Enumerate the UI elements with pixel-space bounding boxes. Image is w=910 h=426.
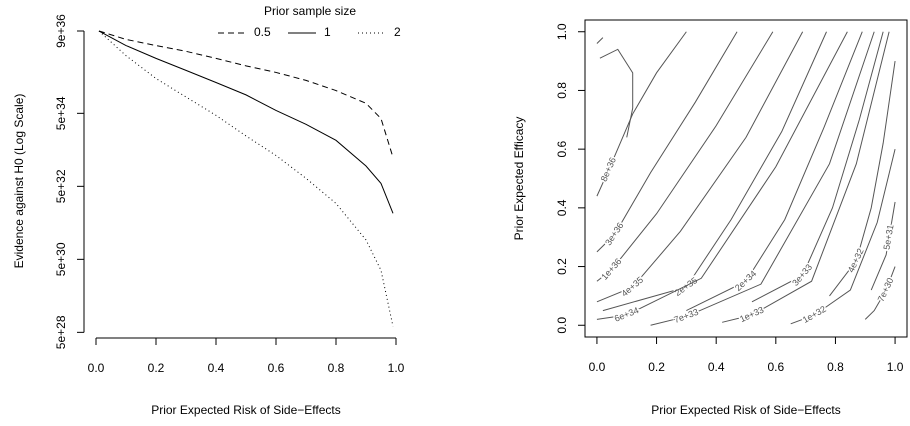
- y-tick-label: 0.4: [555, 199, 569, 216]
- x-tick-label: 0.2: [648, 360, 665, 374]
- legend-label: 0.5: [254, 25, 271, 39]
- contour-label: 1e+32: [801, 304, 828, 325]
- contour-label: 3e+33: [790, 262, 814, 288]
- contour-line: [596, 31, 687, 197]
- y-tick-label: 5e+28: [54, 315, 68, 349]
- x-tick-label: 0.8: [827, 360, 844, 374]
- contour-line: [599, 48, 634, 138]
- y-tick-label: 0.0: [555, 317, 569, 334]
- legend-label: 2: [394, 25, 401, 39]
- x-tick-label: 1.0: [887, 360, 904, 374]
- contour-label: 2e+35: [673, 275, 699, 298]
- x-tick-label: 0.6: [767, 360, 784, 374]
- x-tick-label: 0.8: [328, 361, 345, 375]
- contour-line: [596, 31, 774, 282]
- y-tick-label: 5e+30: [54, 242, 68, 276]
- series-line: [98, 30, 394, 214]
- x-axis-title: Prior Expected Risk of Side−Effects: [151, 403, 341, 417]
- y-tick-label: 0.6: [555, 140, 569, 157]
- contour-label: 8e+36: [599, 156, 618, 183]
- contour-line: [870, 201, 896, 291]
- contour-label: 5e+31: [881, 224, 895, 251]
- contour-line: [596, 31, 848, 320]
- y-axis-title: Evidence against H0 (Log Scale): [12, 94, 26, 269]
- contour-label: 1e+36: [599, 256, 623, 282]
- x-tick-label: 1.0: [388, 361, 405, 375]
- contour-line: [864, 266, 896, 320]
- contour-label: 4e+35: [619, 275, 645, 299]
- x-tick-label: 0.0: [589, 360, 606, 374]
- series-line: [98, 30, 394, 327]
- y-tick-label: 5e+32: [54, 169, 68, 203]
- legend-label: 1: [324, 25, 331, 39]
- contour-label: 7e+33: [673, 307, 700, 325]
- contour-line: [650, 31, 875, 326]
- contour-label: 7e+30: [876, 276, 896, 303]
- y-tick-label: 0.8: [555, 82, 569, 99]
- contour-label: 6e+34: [613, 305, 640, 324]
- contour-line: [722, 31, 890, 323]
- x-tick-label: 0.2: [148, 361, 165, 375]
- contour-label: 1e+33: [738, 305, 765, 325]
- contour-line: [751, 31, 884, 303]
- contour-label: 4e+32: [846, 247, 866, 274]
- contour-line: [686, 31, 863, 312]
- y-tick-label: 9e+36: [54, 14, 68, 48]
- contour-label: 3e+36: [603, 221, 625, 248]
- contour-line: [596, 37, 604, 44]
- y-tick-label: 0.2: [555, 258, 569, 275]
- contour-line: [596, 31, 738, 253]
- y-tick-label: 5e+34: [54, 96, 68, 130]
- y-tick-label: 1.0: [555, 23, 569, 40]
- x-tick-label: 0.4: [208, 361, 225, 375]
- x-tick-label: 0.4: [708, 360, 725, 374]
- x-tick-label: 0.0: [88, 361, 105, 375]
- contour-label: 2e+34: [733, 269, 758, 294]
- legend-title: Prior sample size: [264, 4, 356, 18]
- contour-line: [829, 61, 896, 297]
- series-line: [98, 30, 394, 158]
- y-axis-title: Prior Expected Efficacy: [512, 117, 526, 241]
- x-axis-title: Prior Expected Risk of Side−Effects: [651, 403, 841, 417]
- contour-line: [596, 31, 804, 303]
- contour-line: [602, 31, 827, 312]
- contour-line: [790, 149, 896, 325]
- x-tick-label: 0.6: [268, 361, 285, 375]
